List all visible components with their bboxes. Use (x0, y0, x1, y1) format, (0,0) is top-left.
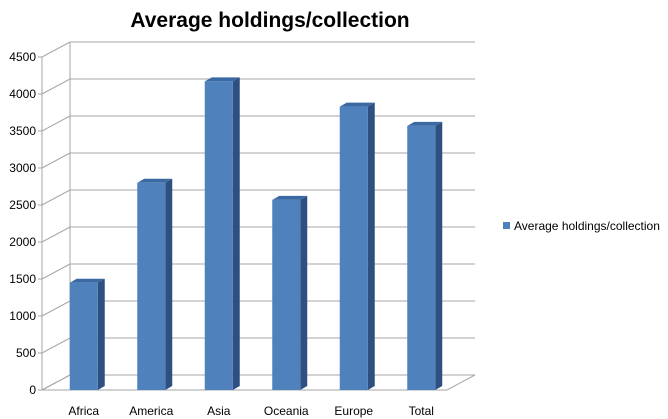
y-tick-label: 4500 (9, 50, 36, 64)
legend-label: Average holdings/collection (514, 219, 660, 233)
gridline-side (41, 300, 71, 317)
bar-top (69, 278, 105, 283)
bar-front (137, 182, 166, 390)
gridline-side (41, 115, 71, 132)
bar (272, 195, 308, 390)
bar-top (137, 178, 173, 183)
bar-top (407, 121, 443, 126)
x-tick-label: Total (409, 404, 434, 418)
bar-top (272, 195, 308, 200)
x-tick-label: Oceania (264, 404, 309, 418)
bar-side (165, 178, 173, 390)
gridline-side (41, 189, 71, 206)
y-tick-label: 2000 (9, 235, 36, 249)
y-tick-label: 1500 (9, 272, 36, 286)
bar-side (300, 195, 308, 390)
bar (407, 121, 443, 390)
y-tick-label: 500 (16, 346, 36, 360)
chart-title: Average holdings/collection (130, 9, 409, 32)
y-tick-label: 4000 (9, 87, 36, 101)
bar-side (232, 77, 240, 391)
chart-floor (41, 374, 476, 391)
legend-swatch (503, 222, 510, 229)
x-axis-tick-labels: Africa America Asia Oceania Europe Total (68, 404, 434, 418)
bar-top (204, 77, 240, 82)
bar-front (272, 199, 301, 390)
x-tick-label: America (129, 404, 173, 418)
bar-top (339, 102, 375, 107)
bar-front (69, 282, 98, 390)
y-tick-label: 0 (29, 383, 36, 397)
bar-front (204, 81, 233, 391)
gridline-side (41, 78, 71, 95)
bar (137, 178, 173, 390)
gridline-side (41, 263, 71, 280)
y-tick-label: 3500 (9, 124, 36, 138)
y-axis-tick-labels: 0 500 1000 1500 2000 2500 3000 3500 4000 4500 (9, 50, 36, 397)
gridline-side (41, 41, 71, 58)
gridline-side (41, 152, 71, 169)
bar-front (339, 106, 368, 390)
legend: Average holdings/collection (503, 219, 660, 233)
x-tick-label: Asia (207, 404, 231, 418)
bar (204, 77, 240, 391)
y-tick-label: 1000 (9, 309, 36, 323)
bars (69, 77, 443, 391)
gridline-side (41, 337, 71, 354)
gridline-side (41, 226, 71, 243)
bar-side (367, 102, 375, 390)
bar-front (407, 125, 436, 390)
bar-side (97, 278, 105, 390)
bar (339, 102, 375, 390)
bar-side (435, 121, 443, 390)
y-tick-label: 3000 (9, 161, 36, 175)
bar (69, 278, 105, 390)
x-tick-label: Africa (68, 404, 99, 418)
y-tick-label: 2500 (9, 198, 36, 212)
x-tick-label: Europe (334, 404, 373, 418)
